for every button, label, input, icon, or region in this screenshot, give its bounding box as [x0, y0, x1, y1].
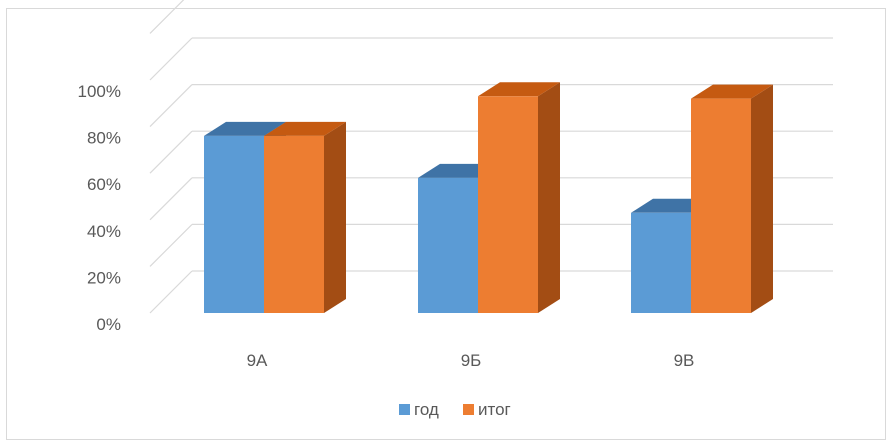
x-category-label: 9В — [674, 351, 695, 370]
gridline-depth — [149, 84, 193, 128]
bar-side — [751, 84, 773, 313]
y-tick-label: 100% — [78, 82, 121, 101]
bar-front — [631, 212, 691, 313]
bar-front — [204, 135, 264, 313]
gridline-depth — [149, 37, 193, 81]
bar-top — [264, 121, 346, 136]
y-tick-label: 80% — [87, 129, 121, 148]
bar-itog-2 — [478, 82, 560, 313]
bar-front — [691, 98, 751, 313]
bar-top — [204, 121, 286, 136]
bar-top — [691, 84, 773, 99]
bar-itog-3 — [691, 84, 773, 313]
gridline-depth — [149, 223, 193, 267]
bars — [204, 82, 773, 313]
bar-itog-1 — [264, 121, 346, 313]
bar-side — [324, 121, 346, 313]
x-category-label: 9А — [247, 351, 268, 370]
legend: год итог — [399, 400, 511, 419]
y-tick-label: 0% — [96, 315, 121, 334]
y-tick-label: 60% — [87, 175, 121, 194]
bar-side — [538, 82, 560, 313]
legend-label-god: год — [414, 400, 439, 419]
legend-label-itog: итог — [478, 400, 511, 419]
bar-top — [478, 82, 560, 97]
y-tick-label: 40% — [87, 222, 121, 241]
gridline-depth — [149, 130, 193, 174]
x-category-label: 9Б — [461, 351, 482, 370]
bar-front — [418, 177, 478, 313]
x-axis-categories: 9А 9Б 9В — [247, 351, 695, 370]
gridline-depth — [149, 270, 193, 314]
y-tick-label: 20% — [87, 268, 121, 287]
legend-swatch-god — [399, 404, 410, 415]
bar-front — [478, 96, 538, 313]
gridline-depth — [149, 177, 193, 221]
bar-front — [264, 135, 324, 313]
gridline-depth — [149, 0, 185, 34]
legend-swatch-itog — [463, 404, 474, 415]
y-axis-ticks: 0% 20% 40% 60% 80% 100% — [78, 82, 121, 334]
